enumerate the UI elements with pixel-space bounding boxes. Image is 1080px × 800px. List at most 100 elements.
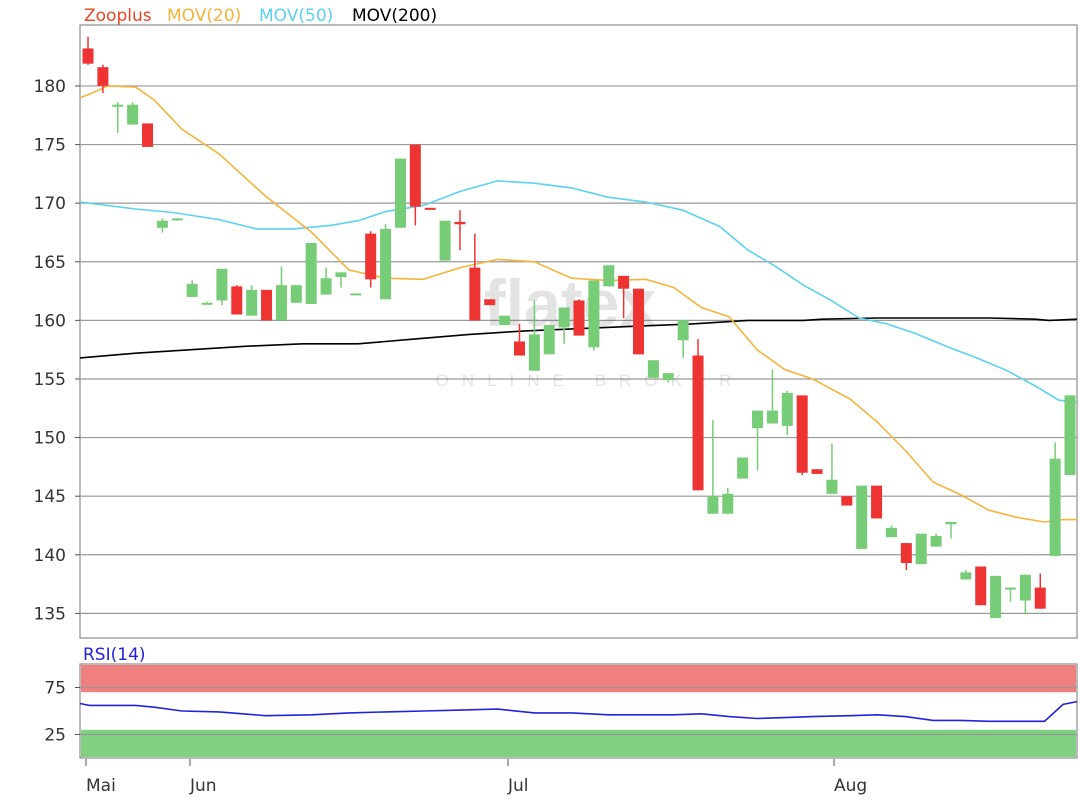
candle-body — [201, 302, 213, 305]
candle — [484, 299, 496, 306]
candle — [558, 307, 570, 344]
candle — [424, 207, 436, 210]
candle-body — [737, 457, 749, 479]
legend-mov50: MOV(50) — [259, 6, 333, 26]
candle — [275, 266, 287, 321]
candle — [1049, 442, 1061, 556]
legend-rsi: RSI(14) — [83, 645, 146, 665]
legend-zooplus: Zooplus — [84, 6, 152, 26]
candles — [82, 36, 1076, 619]
candle — [618, 275, 630, 319]
candle — [394, 158, 406, 228]
candle — [261, 289, 273, 321]
y-tick-label-150: 150 — [34, 429, 66, 449]
y-tick-label-155: 155 — [34, 370, 66, 390]
candle — [811, 469, 823, 474]
rsi-oversold-band — [81, 729, 1076, 757]
candle-body — [484, 299, 496, 306]
candle — [156, 218, 168, 233]
candle — [766, 369, 778, 424]
candle-body — [1004, 587, 1016, 590]
candle — [1064, 395, 1076, 476]
candle — [528, 300, 540, 371]
y-tick-label-140: 140 — [34, 546, 66, 566]
candle-body — [662, 373, 674, 381]
x-tick-label-Jul: Jul — [507, 776, 529, 796]
candle — [469, 233, 481, 321]
rsi-gridlines — [80, 686, 1077, 736]
legend-mov20: MOV(20) — [167, 6, 241, 26]
candle — [633, 288, 645, 355]
rsi-line — [79, 700, 1078, 723]
candle-body — [365, 233, 377, 280]
y-tick-label-135: 135 — [34, 604, 66, 624]
legend-mov200: MOV(200) — [352, 6, 437, 26]
candle-body — [1049, 458, 1061, 556]
candle-body — [499, 315, 511, 326]
candle — [186, 280, 198, 297]
price-gridlines — [80, 85, 1077, 614]
candle-body — [142, 123, 154, 147]
y-tick-label-145: 145 — [34, 487, 66, 507]
candle — [231, 285, 243, 315]
candle-body — [856, 485, 868, 549]
candle-body — [558, 307, 570, 328]
candle-body — [573, 300, 585, 336]
candle — [662, 373, 674, 383]
candle-body — [766, 410, 778, 424]
rsi-y-tick-label-75: 75 — [44, 679, 66, 699]
candle-body — [915, 533, 927, 565]
candle — [201, 301, 213, 305]
candle — [856, 485, 868, 549]
candle — [543, 325, 555, 355]
rsi-y-ticks: 75 25 — [44, 679, 80, 746]
candle-body — [246, 289, 258, 316]
candle — [97, 64, 109, 93]
candle — [960, 570, 972, 580]
candle — [335, 272, 347, 288]
candle-body — [454, 221, 466, 225]
candle-body — [528, 334, 540, 371]
candle — [320, 267, 332, 295]
x-axis: Mai Jun Jul Aug — [85, 759, 867, 796]
y-tick-label-160: 160 — [34, 311, 66, 331]
candle — [990, 575, 1002, 619]
candle — [573, 299, 585, 336]
candle — [246, 285, 258, 316]
y-tick-label-165: 165 — [34, 253, 66, 273]
candle-body — [350, 293, 362, 296]
rsi-y-tick-label-25: 25 — [44, 726, 66, 746]
candle — [752, 410, 764, 471]
x-tick-label-Jun: Jun — [189, 776, 217, 796]
candle-body — [781, 393, 793, 426]
candle-body — [633, 288, 645, 355]
candle-body — [603, 265, 615, 287]
candle-body — [112, 104, 124, 107]
candle-body — [97, 67, 109, 86]
candle — [915, 533, 927, 565]
candle — [826, 443, 838, 494]
candle — [305, 243, 317, 304]
candle-body — [752, 410, 764, 429]
candle — [1004, 587, 1016, 602]
candle — [841, 496, 853, 506]
candle-body — [722, 493, 734, 514]
candle — [127, 102, 139, 125]
candle-body — [692, 355, 704, 491]
candle-body — [826, 479, 838, 494]
candle-body — [275, 285, 287, 321]
candle-body — [1034, 587, 1046, 609]
candle — [112, 102, 124, 133]
candle-body — [1019, 574, 1031, 601]
candle-body — [305, 243, 317, 304]
candle — [216, 268, 228, 306]
candle — [290, 285, 302, 303]
candle-body — [171, 218, 183, 221]
candle — [707, 419, 719, 514]
candle — [677, 320, 689, 358]
candle — [871, 485, 883, 519]
candle — [796, 395, 808, 476]
candle-body — [618, 275, 630, 289]
candle-body — [647, 360, 659, 378]
